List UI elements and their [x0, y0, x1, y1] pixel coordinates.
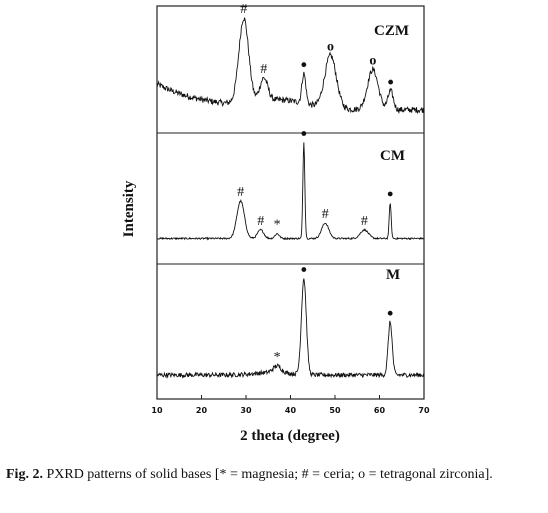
peak-mark-m-0: *: [274, 350, 281, 365]
peak-mark-czm-5: [388, 79, 394, 85]
pxrd-figure: # # o o # # * # # * 10 20 30 40 50 60 70 CZM CM M Inten…: [121, 2, 430, 444]
peak-mark-m-2: [387, 310, 393, 316]
x-tick-label-20: 20: [196, 406, 208, 415]
caption-text: PXRD patterns of solid bases [* = magnes…: [42, 467, 493, 482]
series-line-czm: [156, 17, 425, 115]
peak-mark-czm-4: o: [369, 54, 376, 69]
peak-mark-czm-3: o: [327, 39, 334, 54]
peak-mark-cm-2: *: [274, 218, 281, 233]
panel-label-m: M: [386, 267, 400, 283]
peak-mark-cm-1: #: [257, 214, 264, 229]
peak-mark-czm-2: [301, 62, 307, 68]
series-line-m: [156, 278, 425, 379]
peak-mark-m-1: [301, 267, 307, 272]
panel-label-czm: CZM: [374, 23, 409, 39]
y-axis-label: Intensity: [121, 180, 137, 237]
peak-mark-cm-4: #: [322, 207, 329, 222]
series-layer: [156, 17, 425, 379]
peak-marks-layer: # # o o # # * # # *: [237, 2, 394, 365]
caption-prefix: Fig. 2.: [6, 467, 43, 482]
peak-mark-cm-0: #: [237, 185, 244, 200]
peak-mark-cm-5: #: [361, 214, 368, 229]
peak-mark-czm-0: #: [240, 2, 247, 17]
x-tick-label-70: 70: [418, 406, 430, 415]
plot-frame: [156, 5, 425, 400]
series-line-cm: [156, 142, 425, 241]
peak-mark-cm-6: [387, 191, 393, 197]
x-axis-label: 2 theta (degree): [240, 428, 340, 444]
figure-caption: Fig. 2. PXRD patterns of solid bases [* …: [6, 466, 542, 484]
x-tick-label-10: 10: [151, 406, 163, 415]
x-tick-label-60: 60: [374, 406, 386, 415]
x-tick-label-50: 50: [329, 406, 341, 415]
x-tick-label-40: 40: [285, 406, 297, 415]
x-tick-label-30: 30: [240, 406, 252, 415]
panel-label-cm: CM: [380, 148, 405, 164]
peak-mark-cm-3: [301, 131, 307, 136]
x-tick-labels: 10 20 30 40 50 60 70: [151, 395, 430, 415]
peak-mark-czm-1: #: [260, 62, 267, 77]
